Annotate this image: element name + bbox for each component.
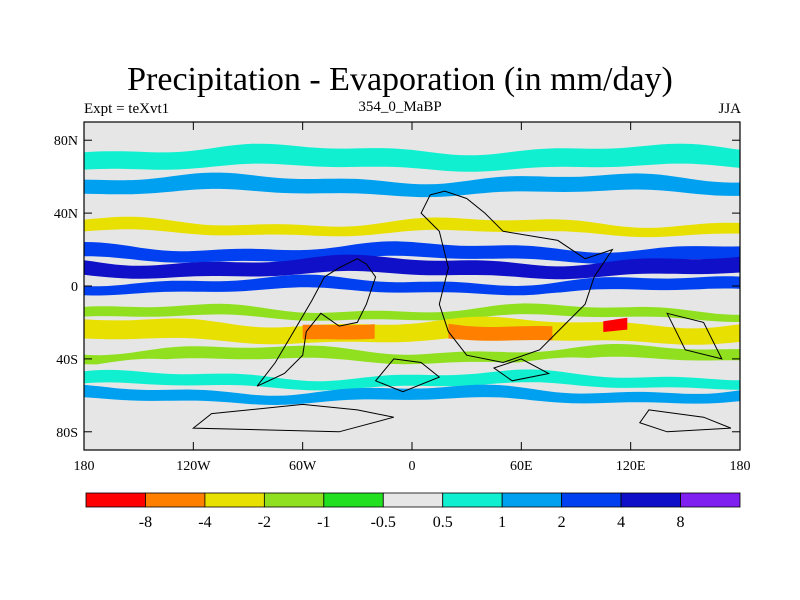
coastline-4 xyxy=(191,403,394,433)
coastline-5 xyxy=(639,409,732,433)
coastline-1 xyxy=(420,190,614,364)
colorbar-label: 8 xyxy=(677,514,685,531)
y-tick-label: 40S xyxy=(56,353,78,368)
precip-band--1 xyxy=(84,344,740,365)
colorbar-swatch xyxy=(85,492,146,508)
precip-band-2 xyxy=(84,384,740,405)
coastline-0 xyxy=(256,258,377,387)
x-tick-label: 120W xyxy=(176,459,211,474)
precip-band-4 xyxy=(84,274,740,296)
precip-band-2 xyxy=(84,172,740,198)
colorbar-swatch xyxy=(501,492,563,508)
colorbar-label: 0.5 xyxy=(433,514,453,531)
colorbar-swatch xyxy=(204,492,265,508)
precip-band-8 xyxy=(84,254,740,280)
colorbar-label: 2 xyxy=(558,514,566,531)
experiment-label: Expt = teXvt1 xyxy=(84,101,170,117)
precip-band-0.5 xyxy=(84,198,740,219)
colorbar-label: 4 xyxy=(617,514,625,531)
precip-band--1 xyxy=(84,303,740,322)
x-tick-label: 180 xyxy=(730,459,751,474)
precip-band-1 xyxy=(84,369,740,391)
x-tick-label: 60E xyxy=(510,459,533,474)
y-tick-label: 40N xyxy=(54,207,78,222)
precip-band--4 xyxy=(302,324,375,340)
colorbar-swatch xyxy=(680,492,741,508)
colorbar-swatch xyxy=(382,492,444,508)
colorbar-swatch xyxy=(442,492,503,508)
colorbar-swatch xyxy=(145,492,206,508)
precip-band--2 xyxy=(84,316,740,345)
x-tick-label: 0 xyxy=(409,459,416,474)
colorbar-label: -4 xyxy=(198,514,211,531)
time-label: 354_0_MaBP xyxy=(358,99,442,115)
colorbar-label: 1 xyxy=(498,514,506,531)
precip-band-1 xyxy=(84,143,740,172)
colorbar-label: -1 xyxy=(317,514,330,531)
colorbar-swatch xyxy=(323,492,384,508)
y-tick-label: 80S xyxy=(56,426,78,441)
precip-band--2 xyxy=(84,216,740,238)
precip-band--8 xyxy=(603,317,628,332)
x-tick-label: 180 xyxy=(74,459,95,474)
colorbar-swatch xyxy=(263,492,325,508)
chart-title: Precipitation - Evaporation (in mm/day) xyxy=(127,61,673,98)
colorbar-label: -0.5 xyxy=(371,514,396,531)
coastline-2 xyxy=(374,358,441,393)
precip-band--4 xyxy=(448,323,553,341)
season-label: JJA xyxy=(718,101,741,117)
colorbar-swatch xyxy=(561,492,622,508)
x-tick-label: 120E xyxy=(616,459,646,474)
coastline-3 xyxy=(492,358,551,382)
colorbar-label: -2 xyxy=(258,514,271,531)
coastline-6 xyxy=(666,312,723,360)
x-tick-label: 60W xyxy=(289,459,317,474)
y-tick-label: 0 xyxy=(71,280,78,295)
precip-band-0.5 xyxy=(84,357,740,377)
colorbar-swatch xyxy=(620,492,681,508)
precip-band-4 xyxy=(84,241,740,264)
precip-band-0.5 xyxy=(84,291,740,308)
colorbar-label: -8 xyxy=(139,514,152,531)
y-tick-label: 80N xyxy=(54,134,78,149)
